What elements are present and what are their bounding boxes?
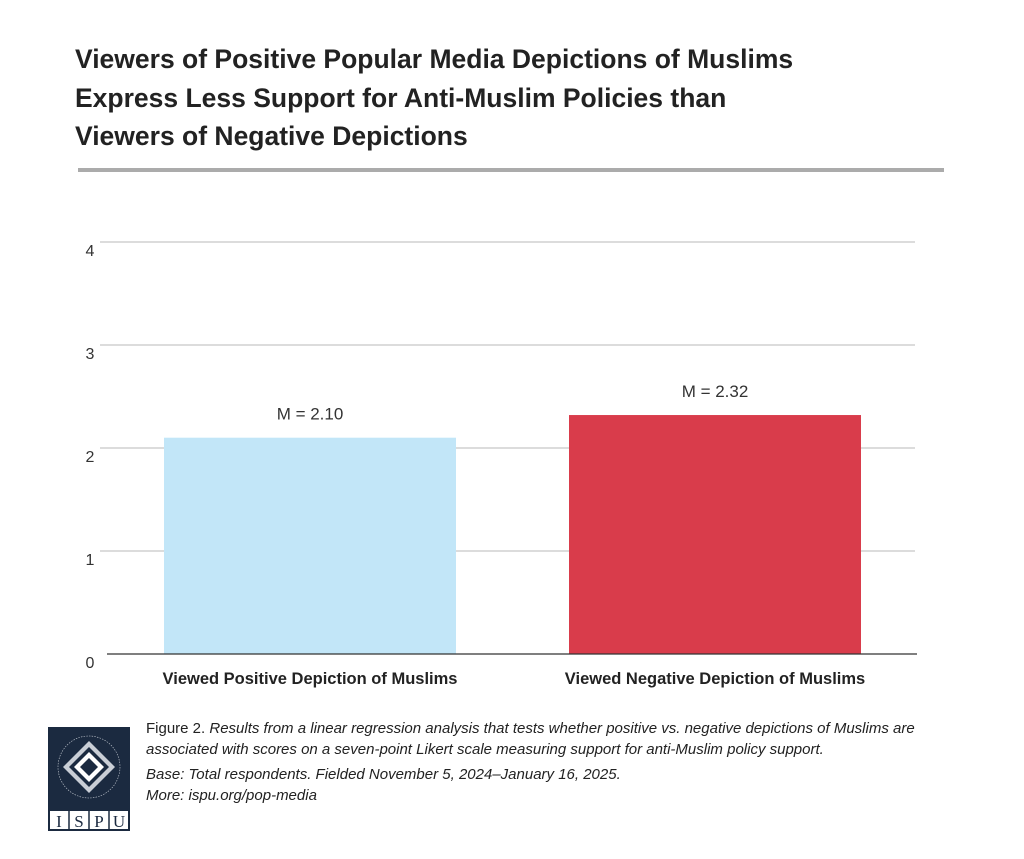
title-line-3: Viewers of Negative Depictions (75, 121, 468, 151)
svg-text:S: S (74, 812, 83, 831)
data-label: M = 2.10 (277, 405, 344, 424)
y-tick-label: 1 (86, 552, 95, 569)
bar-1 (164, 437, 456, 654)
title-line-2: Express Less Support for Anti-Muslim Pol… (75, 82, 727, 113)
svg-text:P: P (94, 812, 103, 831)
y-tick-label: 3 (86, 346, 95, 363)
figure-caption: Figure 2. Results from a linear regressi… (146, 719, 926, 806)
data-label: M = 2.32 (682, 382, 749, 401)
more-link[interactable]: More: ispu.org/pop-media (146, 786, 317, 804)
svg-text:I: I (56, 812, 62, 831)
chart-title: Viewers of Positive Popular Media Depict… (75, 40, 955, 156)
figure-description: Results from a linear regression analysi… (146, 720, 915, 758)
bar-chart: 0 1 2 3 4 M = 2.10 Viewed Positive Depiction o… (86, 241, 917, 688)
svg-text:U: U (113, 812, 125, 831)
y-tick-label: 2 (86, 449, 95, 466)
x-category-label: Viewed Positive Depiction of Muslims (163, 670, 458, 688)
y-tick-label: 4 (86, 243, 95, 260)
figure-label: Figure 2. (146, 720, 206, 737)
bar-2 (569, 415, 861, 654)
base-note: Base: Total respondents. Fielded Novembe… (146, 766, 621, 783)
title-divider (78, 168, 944, 172)
x-category-label: Viewed Negative Depiction of Muslims (565, 670, 865, 688)
y-tick-label: 0 (86, 655, 95, 672)
title-line-1: Viewers of Positive Popular Media Depict… (75, 44, 794, 74)
